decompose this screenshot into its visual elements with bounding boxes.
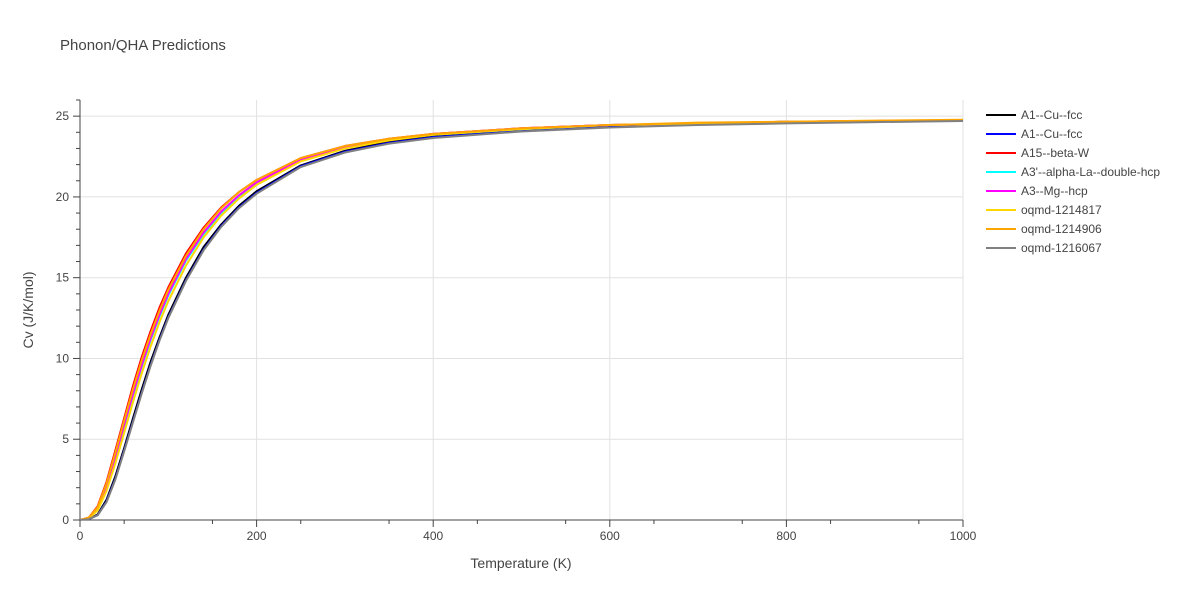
legend-label: oqmd-1214906 <box>1021 222 1102 236</box>
series-line-7 <box>80 118 963 520</box>
y-axis-title: Cv (J/K/mol) <box>20 272 36 349</box>
y-tick-label: 25 <box>56 109 70 123</box>
legend-label: A1--Cu--fcc <box>1021 127 1082 141</box>
legend-label: A1--Cu--fcc <box>1021 108 1082 122</box>
legend-item[interactable]: oqmd-1214906 <box>986 222 1102 236</box>
series-line-6 <box>80 119 963 520</box>
plot-area <box>80 118 963 520</box>
legend-item[interactable]: A15--beta-W <box>986 146 1090 160</box>
legend-label: oqmd-1214817 <box>1021 203 1102 217</box>
legend-item[interactable]: A3--Mg--hcp <box>986 184 1088 198</box>
x-tick-label: 800 <box>776 529 796 543</box>
grid <box>80 100 964 520</box>
legend-item[interactable]: A1--Cu--fcc <box>986 108 1082 122</box>
series-line-1 <box>80 119 963 520</box>
legend-item[interactable]: A3'--alpha-La--double-hcp <box>986 165 1160 179</box>
x-tick-label: 1000 <box>950 529 977 543</box>
series-line-2 <box>80 119 963 520</box>
legend-item[interactable]: A1--Cu--fcc <box>986 127 1082 141</box>
x-tick-label: 200 <box>247 529 267 543</box>
y-tick-label: 15 <box>56 271 70 285</box>
y-tick-label: 0 <box>62 513 69 527</box>
series-line-8 <box>80 120 963 520</box>
legend-label: A3'--alpha-La--double-hcp <box>1021 165 1160 179</box>
legend[interactable]: A1--Cu--fcc A1--Cu--fcc A15--beta-W A3'--al… <box>986 108 1160 255</box>
series-line-4 <box>80 119 963 520</box>
series-line-5 <box>80 119 963 520</box>
series-line-3 <box>80 119 963 520</box>
x-axis-title: Temperature (K) <box>470 555 571 571</box>
legend-label: oqmd-1216067 <box>1021 241 1102 255</box>
legend-label: A15--beta-W <box>1021 146 1090 160</box>
legend-item[interactable]: oqmd-1216067 <box>986 241 1102 255</box>
legend-item[interactable]: oqmd-1214817 <box>986 203 1102 217</box>
y-tick-label: 10 <box>56 351 70 365</box>
x-tick-label: 0 <box>77 529 84 543</box>
legend-label: A3--Mg--hcp <box>1021 184 1088 198</box>
y-tick-label: 5 <box>62 432 69 446</box>
series-lines <box>80 118 963 520</box>
x-tick-label: 400 <box>423 529 443 543</box>
chart-title: Phonon/QHA Predictions <box>60 37 226 54</box>
x-tick-label: 600 <box>600 529 620 543</box>
y-tick-label: 20 <box>56 190 70 204</box>
axes: 0 200 400 600 800 1000 0 5 10 15 20 25 <box>56 99 977 543</box>
